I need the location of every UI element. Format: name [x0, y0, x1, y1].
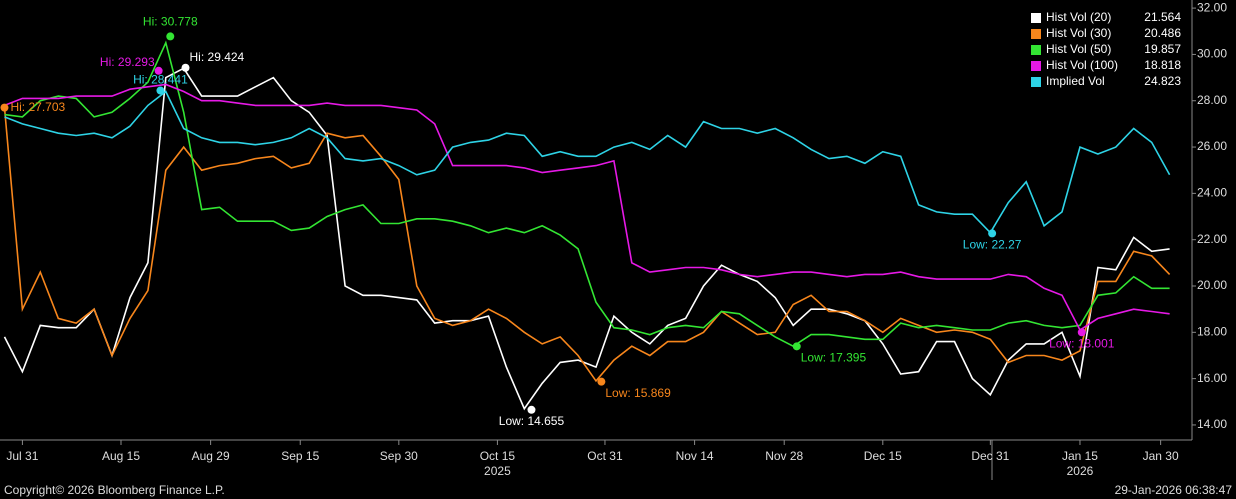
year-label: 2026	[1067, 464, 1094, 478]
x-tick-label: Sep 30	[380, 449, 418, 463]
annotation-label: Hi: 30.778	[143, 15, 198, 29]
legend-value: 19.857	[1144, 42, 1181, 56]
annotation-label: Low: 14.655	[499, 414, 565, 428]
y-tick-label: 30.00	[1197, 47, 1227, 61]
annotation-label: Low: 15.869	[605, 386, 671, 400]
series-line	[3, 107, 1171, 383]
x-tick-label: Jan 15	[1062, 449, 1098, 463]
annotation-dot	[154, 66, 163, 75]
x-tick-label: Aug 29	[192, 449, 230, 463]
series-line	[4, 40, 1170, 348]
y-tick-label: 28.00	[1197, 93, 1227, 107]
year-label: 2025	[484, 464, 511, 478]
x-tick-label: Sep 15	[281, 449, 319, 463]
x-tick-label: Nov 28	[765, 449, 803, 463]
y-tick-label: 24.00	[1197, 186, 1227, 200]
legend-box	[1025, 8, 1185, 92]
annotation-dot	[0, 103, 9, 112]
x-tick-label: Oct 15	[480, 449, 516, 463]
annotation-label: Hi: 29.293	[100, 55, 155, 69]
annotation-dot	[792, 342, 801, 351]
annotation-label: Low: 18.001	[1049, 336, 1115, 350]
legend-swatch	[1031, 61, 1041, 71]
y-tick-label: 14.00	[1197, 417, 1227, 431]
legend-label: Hist Vol (20)	[1046, 10, 1111, 24]
y-tick-label: 26.00	[1197, 139, 1227, 153]
series-line	[4, 83, 1170, 332]
annotation-dot	[181, 63, 190, 72]
series-line	[4, 90, 1171, 235]
annotation-label: Hi: 28.441	[133, 73, 188, 87]
legend-label: Hist Vol (50)	[1046, 42, 1111, 56]
legend-value: 24.823	[1144, 74, 1181, 88]
series-line	[3, 67, 1170, 411]
annotation-dot	[166, 32, 175, 41]
x-tick-label: Jul 31	[6, 449, 38, 463]
copyright: Copyright© 2026 Bloomberg Finance L.P.	[4, 483, 225, 497]
annotation-dot	[1077, 328, 1086, 337]
x-tick-label: Dec 15	[864, 449, 902, 463]
annotation-dot	[156, 86, 165, 95]
legend-label: Implied Vol	[1046, 74, 1105, 88]
annotation-label: Low: 17.395	[801, 350, 867, 364]
legend-swatch	[1031, 13, 1041, 23]
x-tick-label: Dec 31	[971, 449, 1009, 463]
legend-label: Hist Vol (30)	[1046, 26, 1111, 40]
x-tick-label: Aug 15	[102, 449, 140, 463]
legend-swatch	[1031, 77, 1041, 87]
x-tick-label: Nov 14	[676, 449, 714, 463]
annotation-label: Hi: 29.424	[190, 50, 245, 64]
legend-label: Hist Vol (100)	[1046, 58, 1118, 72]
y-tick-label: 20.00	[1197, 278, 1227, 292]
annotation-dot	[527, 405, 536, 414]
legend-swatch	[1031, 45, 1041, 55]
legend-value: 20.486	[1144, 26, 1181, 40]
x-tick-label: Oct 31	[587, 449, 623, 463]
timestamp: 29-Jan-2026 06:38:47	[1115, 483, 1233, 497]
annotation-label: Hi: 27.703	[10, 100, 65, 114]
annotation-dot	[988, 229, 997, 238]
y-tick-label: 16.00	[1197, 371, 1227, 385]
legend-value: 18.818	[1144, 58, 1181, 72]
legend-swatch	[1031, 29, 1041, 39]
annotation-dot	[597, 377, 606, 386]
x-tick-label: Jan 30	[1143, 449, 1179, 463]
y-tick-label: 22.00	[1197, 232, 1227, 246]
y-tick-label: 32.00	[1197, 0, 1227, 14]
annotation-label: Low: 22.27	[963, 238, 1022, 252]
y-tick-label: 18.00	[1197, 324, 1227, 338]
legend-value: 21.564	[1144, 10, 1181, 24]
